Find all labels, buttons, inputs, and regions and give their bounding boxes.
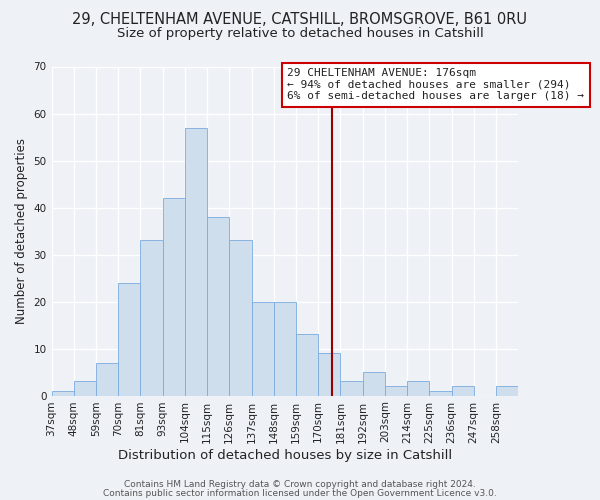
Bar bbox=[52, 391, 74, 396]
Text: Size of property relative to detached houses in Catshill: Size of property relative to detached ho… bbox=[116, 28, 484, 40]
Bar bbox=[407, 382, 429, 396]
Text: Contains HM Land Registry data © Crown copyright and database right 2024.: Contains HM Land Registry data © Crown c… bbox=[124, 480, 476, 489]
Bar bbox=[340, 382, 362, 396]
Bar bbox=[251, 302, 274, 396]
Bar bbox=[74, 382, 96, 396]
Bar bbox=[452, 386, 474, 396]
Bar bbox=[118, 282, 140, 396]
Bar bbox=[96, 362, 118, 396]
Y-axis label: Number of detached properties: Number of detached properties bbox=[15, 138, 28, 324]
Bar bbox=[140, 240, 163, 396]
Bar bbox=[274, 302, 296, 396]
Bar bbox=[185, 128, 207, 396]
Text: Contains public sector information licensed under the Open Government Licence v3: Contains public sector information licen… bbox=[103, 488, 497, 498]
Bar bbox=[229, 240, 251, 396]
Bar bbox=[163, 198, 185, 396]
Bar bbox=[362, 372, 385, 396]
Bar bbox=[496, 386, 518, 396]
Bar bbox=[296, 334, 318, 396]
X-axis label: Distribution of detached houses by size in Catshill: Distribution of detached houses by size … bbox=[118, 450, 452, 462]
Text: 29 CHELTENHAM AVENUE: 176sqm
← 94% of detached houses are smaller (294)
6% of se: 29 CHELTENHAM AVENUE: 176sqm ← 94% of de… bbox=[287, 68, 584, 102]
Bar bbox=[207, 217, 229, 396]
Bar bbox=[429, 391, 452, 396]
Bar bbox=[318, 354, 340, 396]
Text: 29, CHELTENHAM AVENUE, CATSHILL, BROMSGROVE, B61 0RU: 29, CHELTENHAM AVENUE, CATSHILL, BROMSGR… bbox=[73, 12, 527, 28]
Bar bbox=[385, 386, 407, 396]
